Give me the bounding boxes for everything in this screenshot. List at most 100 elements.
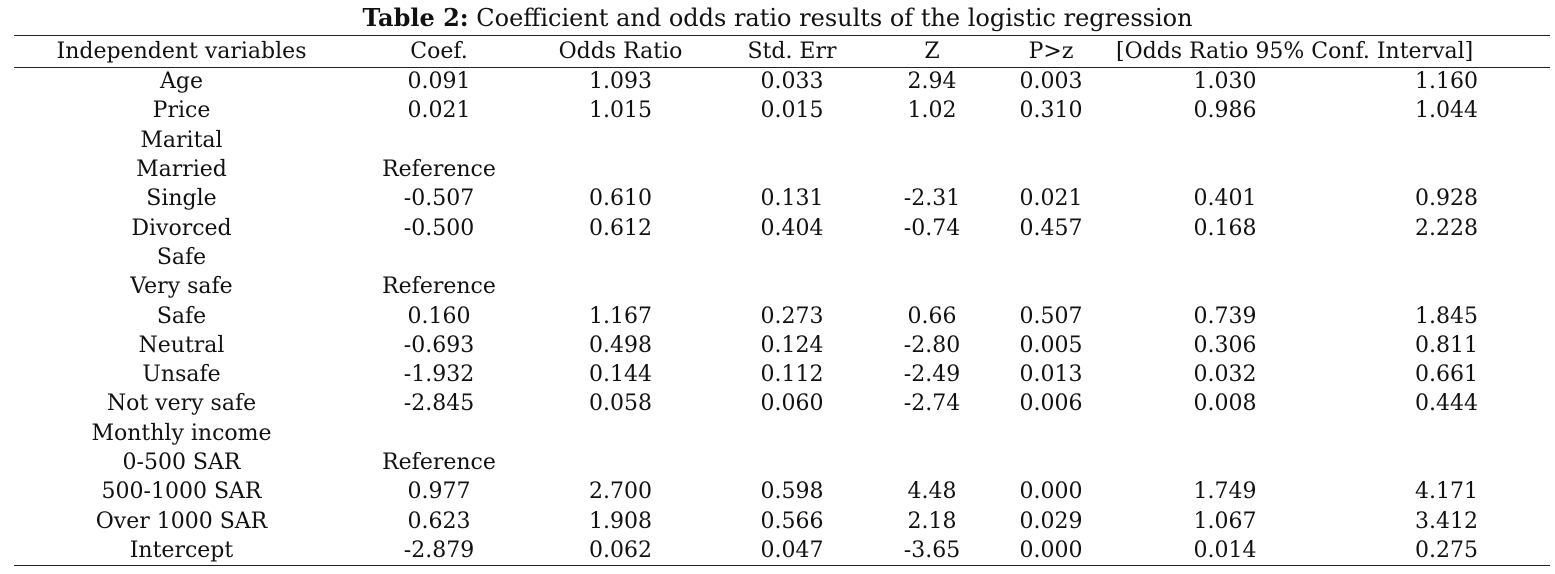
- odds-ratio-cell: [529, 155, 712, 184]
- std-err-cell: [712, 155, 872, 184]
- bottom-rule: [14, 565, 1550, 566]
- col-header-z: Z: [924, 39, 940, 64]
- regression-table: Independent variables Coef. Odds Ratio S…: [14, 36, 1550, 565]
- odds-ratio-cell: 2.700: [589, 479, 652, 505]
- p-value-cell: 0.003: [1019, 69, 1083, 95]
- variable-cell: Marital: [140, 127, 223, 153]
- table-row: Marital: [14, 126, 1550, 155]
- coef-cell: -0.507: [403, 186, 475, 212]
- table-row: Age 0.091 1.093 0.033 2.94 0.003 1.030 1.160: [14, 67, 1550, 96]
- variable-cell: Monthly income: [91, 420, 272, 446]
- p-value-cell: [992, 448, 1110, 477]
- table-caption-label: Table 2:: [362, 3, 469, 32]
- std-err-cell: [712, 126, 872, 155]
- ci-low-cell: 1.749: [1193, 479, 1257, 505]
- ci-low-cell: 1.067: [1193, 508, 1257, 534]
- z-cell: 2.18: [907, 508, 957, 534]
- table-row: Monthly income: [14, 419, 1550, 448]
- ci-low-cell: [1110, 155, 1340, 184]
- odds-ratio-cell: 0.610: [589, 186, 652, 212]
- odds-ratio-cell: [529, 272, 712, 301]
- z-cell: -2.74: [903, 391, 961, 417]
- p-value-cell: 0.013: [1019, 362, 1083, 388]
- z-cell: -2.31: [903, 186, 961, 212]
- p-value-cell: [992, 272, 1110, 301]
- std-err-cell: 0.112: [760, 362, 824, 388]
- coef-cell: Reference: [382, 450, 496, 475]
- col-header-variables: Independent variables: [56, 39, 307, 64]
- odds-ratio-cell: 0.058: [589, 391, 652, 417]
- odds-ratio-cell: 0.144: [589, 362, 652, 388]
- variable-cell: 0-500 SAR: [122, 450, 241, 475]
- col-header-coef: Coef.: [410, 39, 468, 64]
- z-cell: [872, 155, 992, 184]
- coef-cell: Reference: [382, 157, 496, 183]
- odds-ratio-cell: 1.015: [589, 98, 652, 124]
- ci-high-cell: 1.845: [1415, 303, 1479, 329]
- coef-cell: Reference: [382, 274, 496, 300]
- table-row: Safe: [14, 243, 1550, 272]
- std-err-cell: 0.033: [760, 69, 824, 95]
- std-err-cell: [712, 448, 872, 477]
- z-cell: -2.49: [903, 362, 961, 388]
- ci-high-cell: [1340, 272, 1550, 301]
- odds-ratio-cell: 0.062: [589, 537, 652, 563]
- variable-cell: Not very safe: [106, 391, 257, 417]
- table-caption-text: Coefficient and odds ratio results of th…: [468, 4, 1193, 32]
- ci-low-cell: 0.306: [1193, 332, 1257, 358]
- ci-high-cell: [1340, 448, 1550, 477]
- col-header-std-err: Std. Err: [747, 39, 837, 64]
- odds-ratio-cell: 1.908: [589, 508, 652, 534]
- ci-high-cell: 1.160: [1415, 69, 1479, 95]
- p-value-cell: 0.005: [1019, 332, 1083, 358]
- table-row: 0-500 SAR Reference: [14, 448, 1550, 477]
- p-value-cell: 0.310: [1019, 98, 1083, 124]
- ci-high-cell: 0.444: [1415, 391, 1479, 417]
- std-err-cell: [712, 419, 872, 448]
- coef-cell: -0.693: [403, 332, 475, 358]
- ci-high-cell: [1340, 155, 1550, 184]
- coef-cell: 0.160: [407, 303, 471, 329]
- std-err-cell: 0.273: [760, 303, 824, 329]
- col-header-conf-interval: [Odds Ratio 95% Conf. Interval]: [1116, 39, 1474, 64]
- p-value-cell: 0.000: [1019, 479, 1083, 505]
- std-err-cell: 0.131: [760, 186, 824, 212]
- coef-cell: 0.091: [407, 69, 471, 95]
- header-rule: [14, 67, 1550, 68]
- table-row: Price 0.021 1.015 0.015 1.02 0.310 0.986 1.044: [14, 96, 1550, 125]
- z-cell: -3.65: [903, 537, 961, 563]
- ci-low-cell: [1110, 448, 1340, 477]
- z-cell: [872, 419, 992, 448]
- odds-ratio-cell: 0.612: [589, 215, 652, 241]
- p-value-cell: 0.507: [1019, 303, 1083, 329]
- variable-cell: Very safe: [130, 274, 233, 300]
- ci-high-cell: 1.044: [1415, 98, 1479, 124]
- ci-high-cell: [1340, 419, 1550, 448]
- z-cell: 1.02: [907, 98, 957, 124]
- std-err-cell: 0.598: [760, 479, 824, 505]
- z-cell: [872, 272, 992, 301]
- ci-low-cell: 0.168: [1193, 215, 1257, 241]
- p-value-cell: [992, 126, 1110, 155]
- variable-cell: Price: [152, 98, 211, 124]
- table-row: Married Reference: [14, 155, 1550, 184]
- ci-low-cell: 0.014: [1193, 537, 1257, 563]
- std-err-cell: 0.015: [760, 98, 824, 124]
- coef-cell: -0.500: [403, 215, 475, 241]
- variable-cell: Safe: [156, 303, 207, 329]
- header-row: Independent variables Coef. Odds Ratio S…: [14, 36, 1550, 67]
- variable-cell: Age: [160, 69, 203, 95]
- variable-cell: Over 1000 SAR: [95, 508, 268, 534]
- coef-cell: [349, 126, 529, 155]
- std-err-cell: 0.124: [760, 332, 824, 358]
- odds-ratio-cell: 0.498: [589, 332, 652, 358]
- ci-high-cell: [1340, 126, 1550, 155]
- z-cell: [872, 243, 992, 272]
- coef-cell: [349, 419, 529, 448]
- std-err-cell: 0.047: [760, 537, 824, 563]
- p-value-cell: 0.021: [1019, 186, 1083, 212]
- std-err-cell: 0.060: [760, 391, 824, 417]
- variable-cell: Intercept: [129, 537, 234, 563]
- z-cell: [872, 126, 992, 155]
- p-value-cell: 0.029: [1019, 508, 1083, 534]
